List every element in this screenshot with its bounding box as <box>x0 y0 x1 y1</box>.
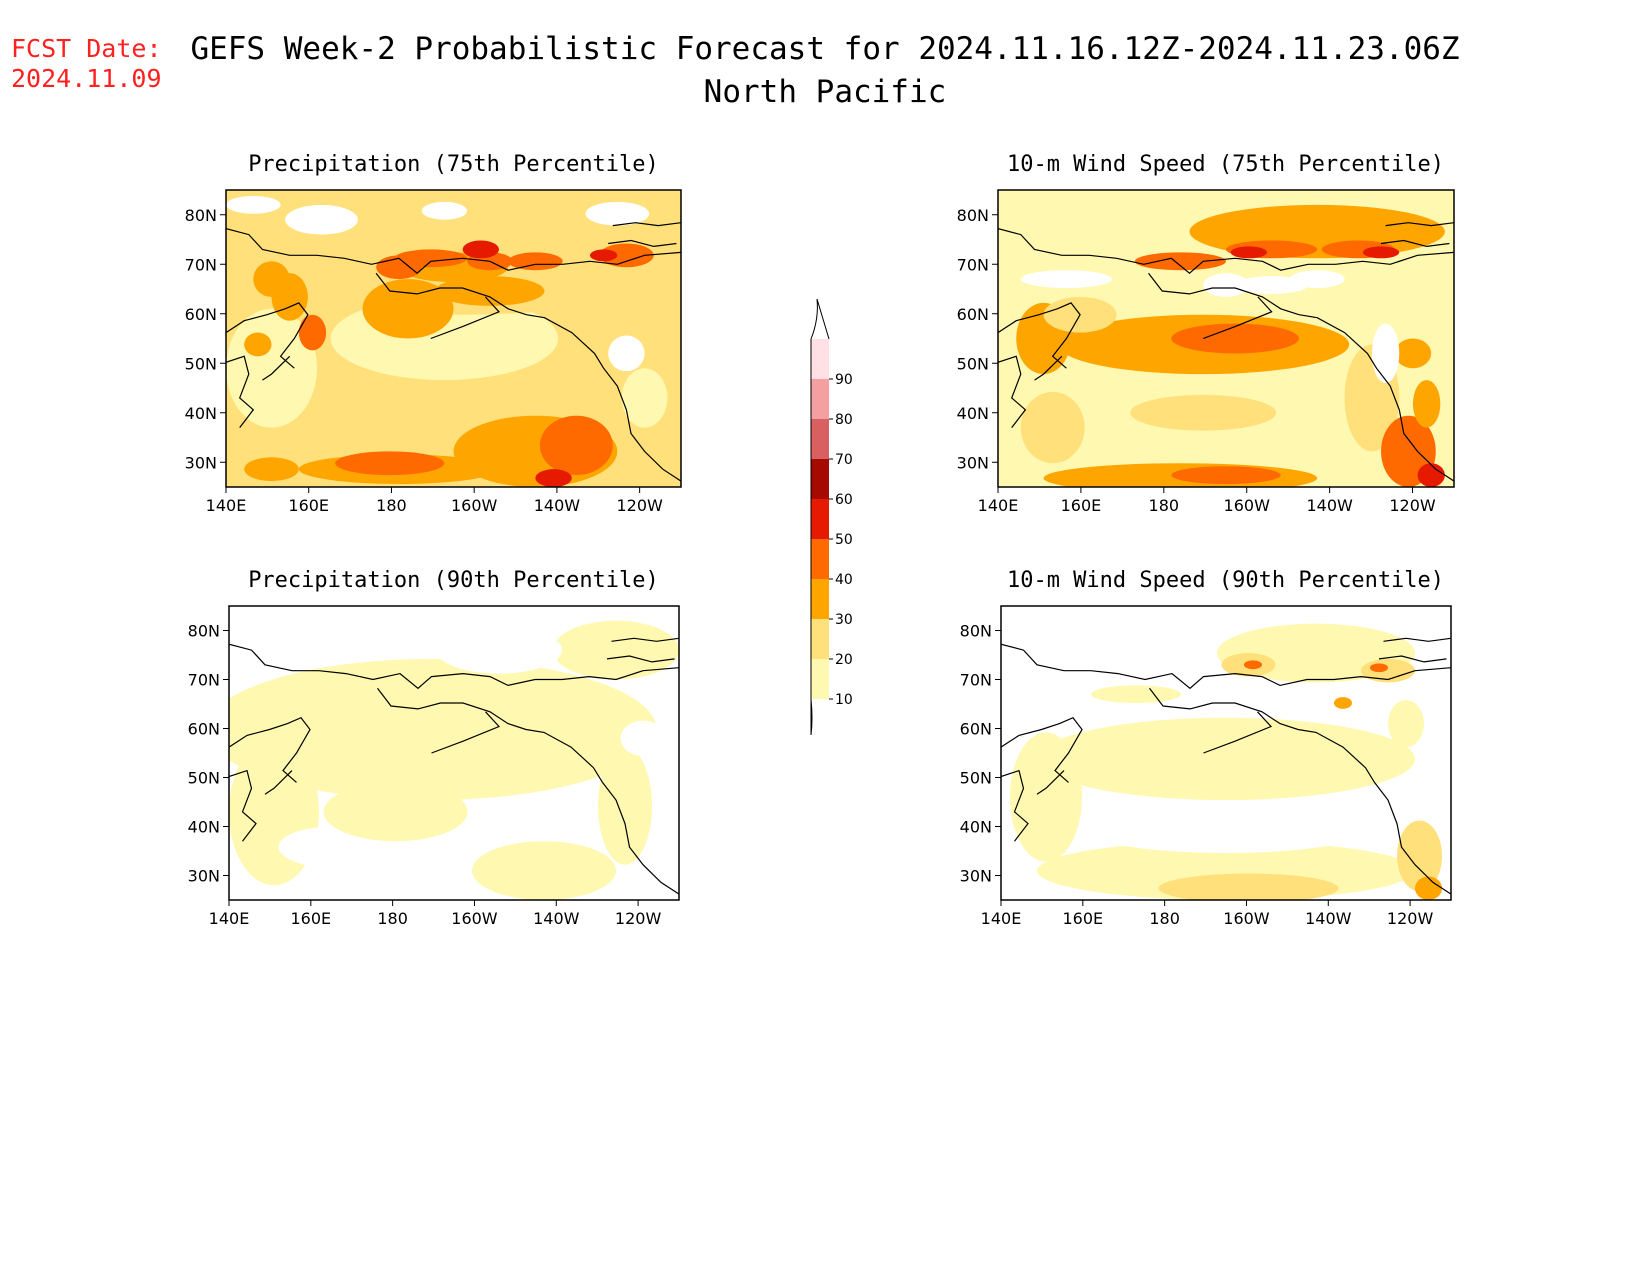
lon-tick-label: 140W <box>1305 909 1352 928</box>
lat-tick-label: 40N <box>957 404 989 423</box>
coastline <box>1001 637 1451 895</box>
lon-tick-label: 160W <box>451 496 498 515</box>
lon-tick-label: 180 <box>1149 496 1180 515</box>
colorbar-label: 80 <box>835 412 853 428</box>
map-panel-precip-90: 140E 160E 180 160W 140W 120W 80N 70N 60N 50N 40N 30… <box>188 605 680 928</box>
colorbar-swatch <box>811 459 829 499</box>
lon-tick-label: 160E <box>288 496 329 515</box>
lon-tick-label: 180 <box>1149 909 1180 928</box>
panel-title-wind-90: 10-m Wind Speed (90th Percentile) <box>1006 568 1445 593</box>
lat-tick-label: 60N <box>960 720 992 739</box>
map-panel-precip-75: 140E 160E 180 160W 140W 120W 80N 70N 60N 50N 40N 30… <box>185 189 682 515</box>
lon-tick-label: 140W <box>534 496 581 515</box>
colorbar-swatch <box>811 379 829 419</box>
lon-tick-label: 120W <box>615 909 662 928</box>
lon-tick-label: 160W <box>451 909 498 928</box>
lat-tick-label: 40N <box>960 818 992 837</box>
colorbar-swatch <box>811 579 829 619</box>
lat-tick-label: 50N <box>185 354 217 373</box>
colorbar-label: 50 <box>835 532 853 548</box>
lat-tick-label: 50N <box>188 769 220 788</box>
colorbar: 10 20 30 40 50 60 70 80 90 <box>810 298 853 736</box>
coastline <box>226 222 681 482</box>
page-subtitle: North Pacific <box>703 74 947 110</box>
colorbar-swatch <box>811 419 829 459</box>
lon-tick-label: 140E <box>981 909 1022 928</box>
map-frame <box>225 189 682 488</box>
coastline <box>998 222 1454 482</box>
lat-tick-label: 80N <box>957 206 989 225</box>
panel-title-wind-75: 10-m Wind Speed (75th Percentile) <box>1006 152 1445 177</box>
probability-shading <box>1001 606 1451 900</box>
coastline <box>229 637 679 895</box>
fcst-date-label: FCST Date: <box>11 34 162 63</box>
lat-tick-label: 70N <box>957 255 989 274</box>
lat-tick-label: 80N <box>185 206 217 225</box>
colorbar-label: 40 <box>835 572 853 588</box>
lon-tick-label: 140W <box>533 909 580 928</box>
lat-tick-label: 40N <box>185 404 217 423</box>
map-frame <box>1000 605 1452 901</box>
lat-tick-label: 60N <box>185 305 217 324</box>
page-title: GEFS Week-2 Probabilistic Forecast for 2… <box>190 31 1460 67</box>
map-panel-wind-90: 140E 160E 180 160W 140W 120W 80N 70N 60N 50N 40N 30… <box>960 605 1452 928</box>
lat-tick-label: 30N <box>188 867 220 886</box>
colorbar-swatch <box>811 499 829 539</box>
panel-title-precip-90: Precipitation (90th Percentile) <box>248 568 659 593</box>
probability-shading <box>998 190 1454 487</box>
lat-tick-label: 60N <box>188 720 220 739</box>
lat-tick-label: 70N <box>188 671 220 690</box>
lon-tick-label: 160E <box>290 909 331 928</box>
lat-tick-label: 30N <box>960 867 992 886</box>
colorbar-label: 10 <box>835 692 853 708</box>
colorbar-label: 90 <box>835 372 853 388</box>
lon-tick-label: 140E <box>209 909 250 928</box>
lon-tick-label: 160E <box>1062 909 1103 928</box>
lon-tick-label: 120W <box>616 496 663 515</box>
lon-tick-label: 120W <box>1387 909 1434 928</box>
lat-tick-label: 50N <box>960 769 992 788</box>
lat-tick-label: 70N <box>185 255 217 274</box>
lat-tick-label: 70N <box>960 671 992 690</box>
map-frame <box>228 605 680 901</box>
lat-tick-label: 60N <box>957 305 989 324</box>
colorbar-swatch <box>811 659 829 699</box>
lon-tick-label: 120W <box>1389 496 1436 515</box>
colorbar-label: 30 <box>835 612 853 628</box>
lon-tick-label: 140E <box>978 496 1019 515</box>
probability-shading <box>229 606 679 900</box>
lon-tick-label: 140W <box>1306 496 1353 515</box>
colorbar-label: 70 <box>835 452 853 468</box>
colorbar-swatch <box>811 539 829 579</box>
lon-tick-label: 160E <box>1061 496 1102 515</box>
panel-title-precip-75: Precipitation (75th Percentile) <box>248 152 659 177</box>
colorbar-swatch <box>811 339 829 379</box>
lat-tick-label: 50N <box>957 354 989 373</box>
lon-tick-label: 160W <box>1224 496 1271 515</box>
lat-tick-label: 30N <box>957 453 989 472</box>
lon-tick-label: 160W <box>1223 909 1270 928</box>
lat-tick-label: 80N <box>960 622 992 641</box>
lon-tick-label: 140E <box>206 496 247 515</box>
fcst-date-value: 2024.11.09 <box>11 64 162 93</box>
colorbar-label: 60 <box>835 492 853 508</box>
colorbar-label: 20 <box>835 652 853 668</box>
map-panel-wind-75: 140E 160E 180 160W 140W 120W 80N 70N 60N 50N 40N 30… <box>957 189 1455 515</box>
lat-tick-label: 40N <box>188 818 220 837</box>
colorbar-swatch <box>811 619 829 659</box>
lon-tick-label: 180 <box>376 496 407 515</box>
map-frame <box>997 189 1455 488</box>
lat-tick-label: 80N <box>188 622 220 641</box>
lon-tick-label: 180 <box>377 909 408 928</box>
lat-tick-label: 30N <box>185 453 217 472</box>
